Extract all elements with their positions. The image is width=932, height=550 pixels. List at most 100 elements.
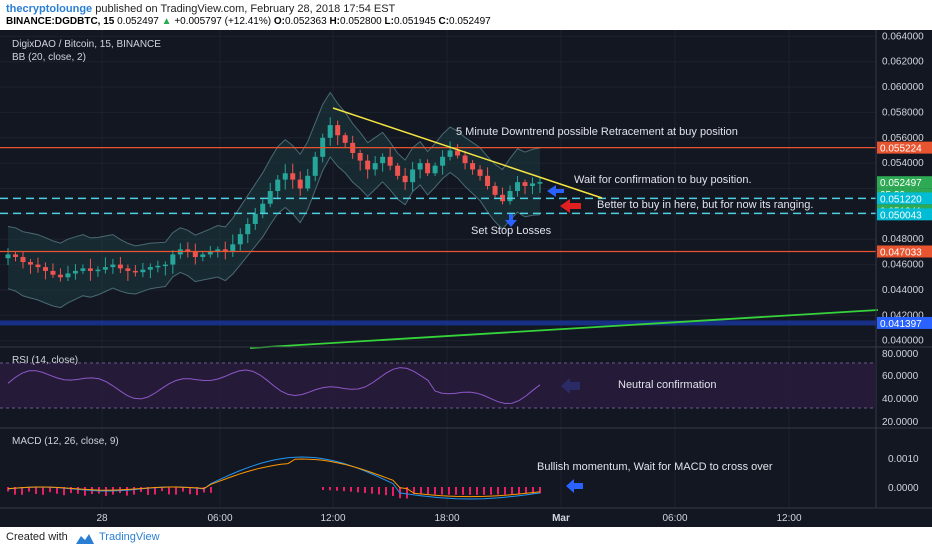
main-pane-title: DigixDAO / Bitcoin, 15, BINANCE bbox=[12, 39, 161, 50]
price-axis-label: 0.062000 bbox=[882, 57, 924, 68]
footer: Created with TradingView bbox=[0, 527, 932, 550]
price-axis-label: 0.054000 bbox=[882, 158, 924, 169]
price-axis-label: 0.046000 bbox=[882, 260, 924, 271]
candle-body bbox=[215, 249, 221, 252]
annotation-better-buy: Better to buy in here, but for now its r… bbox=[597, 199, 813, 211]
price-axis-label: 0.056000 bbox=[882, 133, 924, 144]
candle-body bbox=[245, 224, 251, 235]
candle-body bbox=[380, 156, 386, 164]
candle-body bbox=[477, 169, 483, 176]
symbol: BINANCE:DGDBTC, 15 bbox=[6, 16, 115, 27]
candle-body bbox=[87, 268, 93, 271]
candle-body bbox=[20, 256, 26, 263]
time-label-mar: Mar bbox=[552, 513, 570, 524]
candle-body bbox=[417, 163, 423, 170]
candle-body bbox=[80, 268, 86, 271]
price-tag-bg bbox=[877, 316, 932, 329]
time-label-0600-mar: 06:00 bbox=[662, 513, 687, 524]
candle-body bbox=[537, 182, 543, 184]
candle-body bbox=[470, 163, 476, 170]
blue-support-band bbox=[0, 320, 876, 326]
candle-body bbox=[200, 254, 206, 257]
symbol-line: BINANCE:DGDBTC, 15 0.052497 ▲ +0.005797 … bbox=[6, 16, 491, 27]
chart-svg[interactable]: 5 Minute Downtrend possible Retracement … bbox=[0, 30, 932, 527]
price-axis-label: 0.044000 bbox=[882, 285, 924, 296]
candle-body bbox=[192, 251, 198, 257]
bb-upper bbox=[7, 91, 541, 247]
author-link[interactable]: thecryptolounge bbox=[6, 3, 93, 15]
open-label: O: bbox=[273, 16, 285, 27]
price-tag-label: 0.050043 bbox=[880, 210, 922, 221]
high-label: H: bbox=[329, 16, 341, 27]
chart-area[interactable]: 5 Minute Downtrend possible Retracement … bbox=[0, 30, 932, 527]
blue-arrow-down-icon bbox=[505, 214, 517, 227]
last-price: 0.052497 bbox=[117, 16, 159, 27]
price-tag-bg bbox=[877, 141, 932, 154]
price-tag-label: 0.051220 bbox=[880, 194, 922, 205]
rsi-line bbox=[7, 367, 541, 405]
candle-body bbox=[72, 270, 78, 274]
candle-body bbox=[185, 249, 191, 252]
bb-lower bbox=[7, 156, 541, 309]
created-with-text: Created with bbox=[6, 531, 68, 543]
high-value: 0.052800 bbox=[340, 16, 382, 27]
price-tag-bg bbox=[877, 192, 932, 205]
candle-body bbox=[447, 150, 453, 157]
macd-title: MACD (12, 26, close, 9) bbox=[12, 436, 119, 447]
candle-body bbox=[372, 163, 378, 170]
red-arrow-left-icon bbox=[560, 199, 581, 213]
low-label: L: bbox=[384, 16, 394, 27]
tradingview-logo-icon bbox=[76, 534, 94, 544]
candle-body bbox=[267, 191, 273, 204]
price-tag-bg bbox=[877, 245, 932, 258]
publish-line: thecryptolounge published on TradingView… bbox=[6, 3, 395, 15]
price-tag-bg bbox=[877, 208, 932, 221]
candle-body bbox=[387, 156, 393, 166]
candle-body bbox=[95, 269, 101, 272]
rsi-axis-20: 20.0000 bbox=[882, 417, 919, 428]
candle-body bbox=[455, 150, 461, 156]
candle-body bbox=[57, 274, 63, 278]
price-tag-label: 0.055224 bbox=[880, 144, 922, 155]
candle-body bbox=[440, 156, 446, 166]
candle-body bbox=[500, 194, 506, 202]
candle-body bbox=[312, 156, 318, 176]
price-tag-label: 0.041397 bbox=[880, 319, 922, 330]
time-label-1800: 18:00 bbox=[434, 513, 459, 524]
candle-body bbox=[290, 173, 296, 180]
candle-body bbox=[402, 175, 408, 183]
macd-annotation: Bullish momentum, Wait for MACD to cross… bbox=[537, 461, 773, 473]
candle-body bbox=[260, 203, 266, 214]
candle-body bbox=[522, 182, 528, 186]
candle-body bbox=[425, 163, 431, 174]
candle-body bbox=[485, 175, 491, 186]
candle-body bbox=[132, 270, 138, 273]
candle-body bbox=[305, 175, 311, 189]
candle-body bbox=[282, 173, 288, 180]
candle-body bbox=[327, 125, 333, 138]
price-tag-label: 0.047033 bbox=[880, 247, 922, 258]
candle-body bbox=[35, 264, 41, 268]
price-tag-bg bbox=[877, 176, 932, 189]
annotation-stop-losses: Set Stop Losses bbox=[471, 225, 552, 237]
time-label-0600: 06:00 bbox=[207, 513, 232, 524]
tradingview-brand-link[interactable]: TradingView bbox=[99, 531, 160, 543]
rsi-axis-60: 60.0000 bbox=[882, 371, 919, 382]
price-axis-label: 0.048000 bbox=[882, 234, 924, 245]
candle-body bbox=[125, 268, 131, 271]
blue-arrow-left-icon bbox=[547, 185, 564, 197]
time-axis[interactable]: 28 06:00 12:00 18:00 Mar 06:00 12:00 bbox=[96, 513, 802, 524]
candle-body bbox=[12, 254, 18, 257]
price-axis-label: 0.060000 bbox=[882, 82, 924, 93]
candle-body bbox=[410, 169, 416, 183]
candle-body bbox=[102, 267, 108, 270]
candle-body bbox=[5, 254, 11, 259]
candle-body bbox=[110, 264, 116, 268]
chart-header: thecryptolounge published on TradingView… bbox=[0, 0, 932, 30]
candle-body bbox=[462, 155, 468, 164]
candle-body bbox=[395, 165, 401, 176]
rsi-axis-40: 40.0000 bbox=[882, 394, 919, 405]
candle-body bbox=[515, 182, 521, 192]
price-tag-label: 0.052497 bbox=[880, 178, 922, 189]
candle-body bbox=[27, 262, 33, 265]
